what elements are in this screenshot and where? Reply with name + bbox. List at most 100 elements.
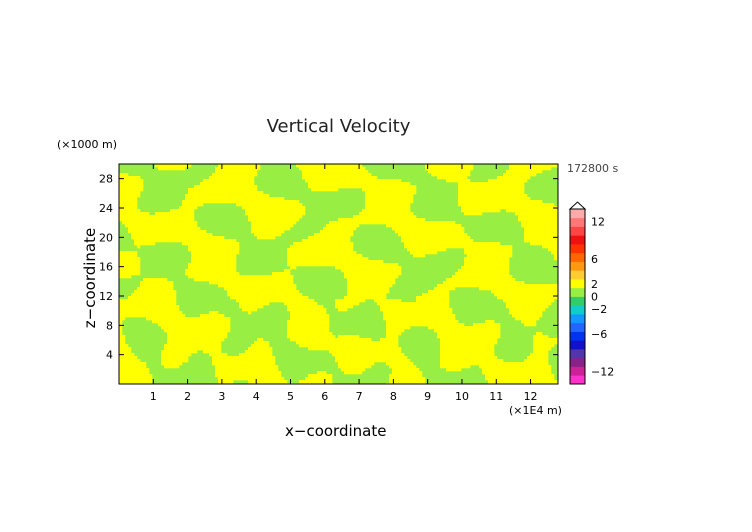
field-cell [263, 197, 267, 201]
field-cell [272, 206, 276, 210]
field-cell [161, 212, 165, 216]
field-cell [218, 173, 222, 177]
field-cell [512, 287, 516, 291]
field-cell [182, 314, 186, 318]
field-cell [263, 284, 267, 288]
field-cell [122, 209, 126, 213]
field-cell [299, 242, 303, 246]
field-cell [371, 281, 375, 285]
field-cell [506, 275, 510, 279]
field-cell [239, 305, 243, 309]
field-cell [260, 350, 264, 354]
field-cell [437, 311, 441, 315]
field-cell [122, 263, 126, 267]
field-cell [191, 275, 195, 279]
field-cell [320, 341, 324, 345]
field-cell [377, 215, 381, 219]
field-cell [383, 350, 387, 354]
field-cell [362, 341, 366, 345]
field-cell [308, 332, 312, 336]
field-cell [371, 278, 375, 282]
field-cell [458, 245, 462, 249]
field-cell [305, 164, 309, 168]
field-cell [212, 269, 216, 273]
field-cell [314, 170, 318, 174]
field-cell [188, 353, 192, 357]
field-cell [542, 338, 546, 342]
field-cell [491, 290, 495, 294]
field-cell [131, 212, 135, 216]
field-cell [164, 221, 168, 225]
field-cell [143, 290, 147, 294]
field-cell [497, 284, 501, 288]
field-cell [365, 206, 369, 210]
field-cell [443, 341, 447, 345]
field-cell [491, 278, 495, 282]
field-cell [440, 290, 444, 294]
field-cell [323, 179, 327, 183]
field-cell [359, 293, 363, 297]
field-cell [299, 209, 303, 213]
field-cell [467, 269, 471, 273]
field-cell [530, 302, 534, 306]
field-cell [515, 287, 519, 291]
field-cell [440, 344, 444, 348]
field-cell [233, 272, 237, 276]
field-cell [539, 224, 543, 228]
field-cell [212, 257, 216, 261]
field-cell [461, 329, 465, 333]
field-cell [263, 215, 267, 219]
field-cell [458, 173, 462, 177]
field-cell [266, 227, 270, 231]
field-cell [377, 347, 381, 351]
field-cell [146, 287, 150, 291]
field-cell [431, 230, 435, 234]
field-cell [383, 338, 387, 342]
field-cell [188, 245, 192, 249]
field-cell [353, 227, 357, 231]
field-cell [248, 350, 252, 354]
field-cell [344, 221, 348, 225]
field-cell [218, 335, 222, 339]
field-cell [536, 218, 540, 222]
field-cell [308, 254, 312, 258]
field-cell [407, 215, 411, 219]
field-cell [146, 311, 150, 315]
field-cell [365, 200, 369, 204]
field-cell [125, 200, 129, 204]
field-cell [119, 266, 123, 270]
field-cell [521, 206, 525, 210]
field-cell [293, 242, 297, 246]
field-cell [362, 278, 366, 282]
field-cell [308, 251, 312, 255]
field-cell [488, 278, 492, 282]
field-cell [434, 296, 438, 300]
field-cell [350, 347, 354, 351]
field-cell [491, 284, 495, 288]
field-cell [485, 203, 489, 207]
field-cell [158, 212, 162, 216]
field-cell [296, 251, 300, 255]
field-cell [443, 338, 447, 342]
field-cell [482, 260, 486, 264]
field-cell [473, 209, 477, 213]
field-cell [488, 323, 492, 327]
field-cell [515, 176, 519, 180]
field-cell [302, 326, 306, 330]
field-cell [212, 260, 216, 264]
field-cell [242, 290, 246, 294]
field-cell [338, 257, 342, 261]
field-cell [464, 329, 468, 333]
field-cell [545, 305, 549, 309]
field-cell [377, 350, 381, 354]
field-cell [245, 170, 249, 174]
field-cell [230, 296, 234, 300]
field-cell [191, 266, 195, 270]
field-cell [302, 170, 306, 174]
field-cell [224, 191, 228, 195]
field-cell [452, 242, 456, 246]
field-cell [212, 194, 216, 198]
field-cell [290, 317, 294, 321]
field-cell [479, 212, 483, 216]
field-cell [503, 191, 507, 195]
